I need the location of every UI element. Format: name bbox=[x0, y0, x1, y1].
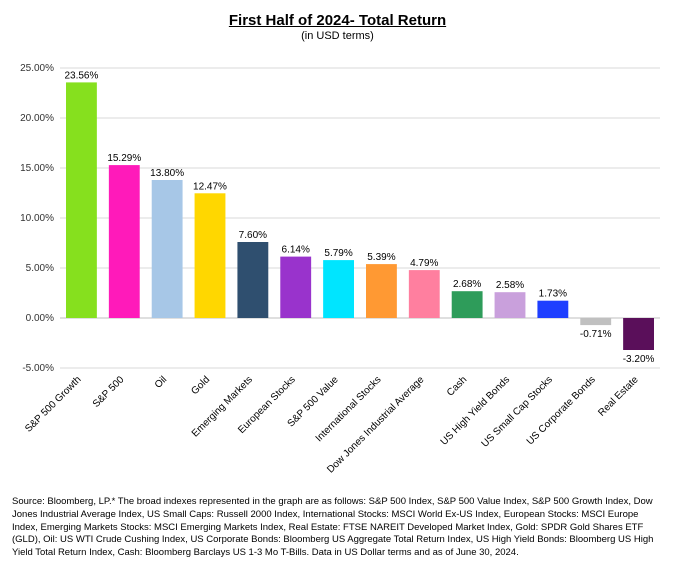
chart-footnote: Source: Bloomberg, LP.* The broad indexe… bbox=[12, 496, 663, 560]
bar-value-label: 1.73% bbox=[539, 289, 567, 300]
chart-title: First Half of 2024- Total Return bbox=[12, 12, 663, 29]
y-tick-label: 0.00% bbox=[26, 313, 54, 324]
category-label: S&P 500 Growth bbox=[23, 374, 83, 434]
bar-value-label: 2.58% bbox=[496, 280, 524, 291]
bar bbox=[195, 193, 226, 318]
category-label: US Small Cap Stocks bbox=[480, 374, 555, 449]
y-tick-label: 5.00% bbox=[26, 263, 54, 274]
y-tick-label: 10.00% bbox=[20, 213, 54, 224]
bar bbox=[323, 260, 354, 318]
bar bbox=[109, 165, 140, 318]
bar-value-label: 12.47% bbox=[193, 181, 227, 192]
bar-value-label: 2.68% bbox=[453, 279, 481, 290]
chart-container: First Half of 2024- Total Return (in USD… bbox=[12, 12, 663, 560]
category-label: Gold bbox=[189, 374, 212, 397]
bar bbox=[409, 270, 440, 318]
y-tick-label: 25.00% bbox=[20, 63, 54, 74]
bar-value-label: 23.56% bbox=[64, 70, 98, 81]
category-label: Cash bbox=[445, 374, 469, 398]
y-tick-label: -5.00% bbox=[22, 363, 54, 374]
bar bbox=[66, 82, 97, 318]
bar-value-label: 6.14% bbox=[282, 245, 310, 256]
bar bbox=[237, 242, 268, 318]
bar bbox=[452, 291, 483, 318]
y-tick-label: 20.00% bbox=[20, 113, 54, 124]
bar bbox=[580, 318, 611, 325]
category-label: Real Estate bbox=[596, 374, 641, 419]
bar bbox=[537, 301, 568, 318]
bar-value-label: 13.80% bbox=[150, 168, 184, 179]
category-label: S&P 500 bbox=[91, 374, 127, 410]
category-label: Oil bbox=[153, 374, 169, 390]
bar bbox=[623, 318, 654, 350]
bar-value-label: 15.29% bbox=[107, 153, 141, 164]
bar-value-label: 5.39% bbox=[367, 252, 395, 263]
bar-chart: -5.00% 0.00% 5.00% 10.00% 15.00% 20.00% 25.00%… bbox=[12, 60, 664, 488]
chart-subtitle: (in USD terms) bbox=[12, 30, 663, 42]
bar-value-label: 5.79% bbox=[324, 248, 352, 259]
bar-value-label: -3.20% bbox=[623, 354, 655, 365]
bar bbox=[280, 257, 311, 318]
bar bbox=[366, 264, 397, 318]
y-tick-label: 15.00% bbox=[20, 163, 54, 174]
bar bbox=[495, 292, 526, 318]
bar-value-label: 4.79% bbox=[410, 258, 438, 269]
bar bbox=[152, 180, 183, 318]
bar-value-label: -0.71% bbox=[580, 329, 612, 340]
bar-value-label: 7.60% bbox=[239, 230, 267, 241]
